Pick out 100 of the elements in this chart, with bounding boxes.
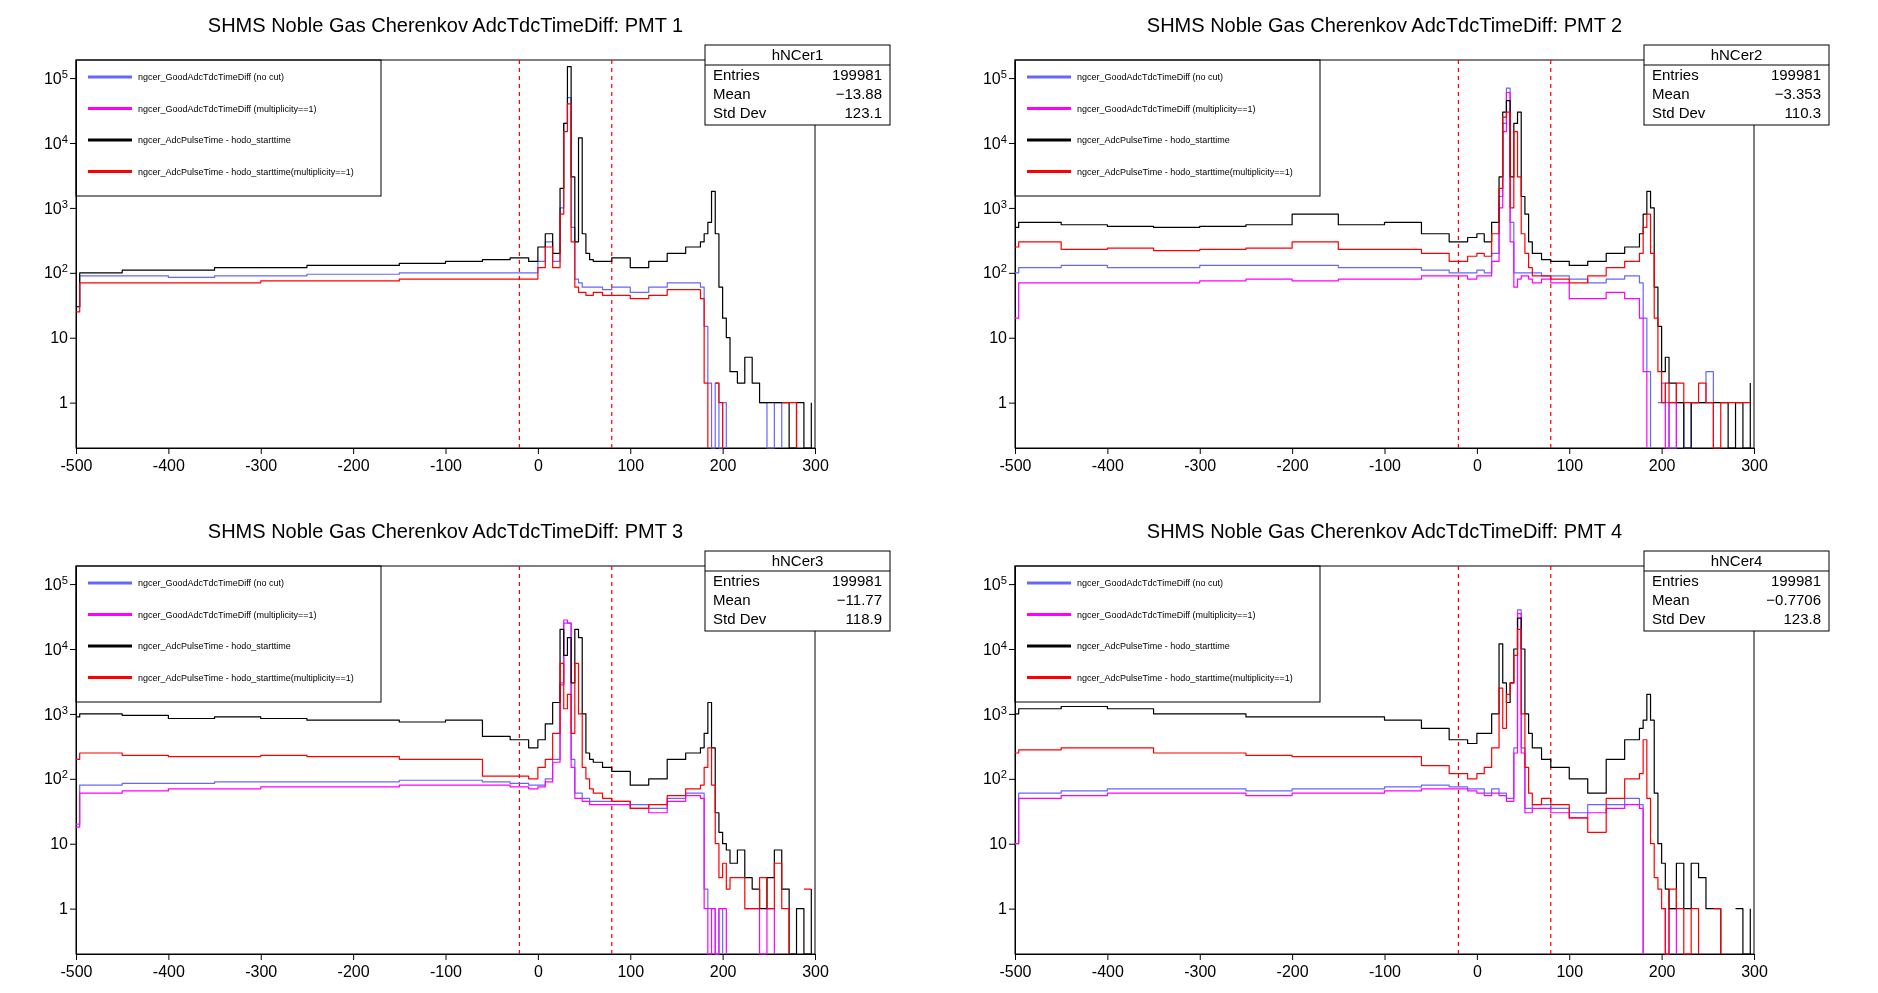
text: −11.77	[836, 591, 882, 608]
annotation: Entries	[1652, 66, 1699, 83]
x-tick-label: -500	[999, 457, 1032, 475]
annotation: hNCer2	[1710, 46, 1763, 63]
y-tick-label: 10$^{4}$	[982, 638, 1007, 658]
x-tick-label: -400	[152, 457, 185, 475]
text: 123.1	[844, 104, 882, 121]
legend-label: ngcer_AdcPulseTime - hodo_starttime	[138, 135, 291, 145]
text: 199981	[1770, 66, 1821, 83]
x-tick-label: 0	[533, 457, 543, 475]
chart-title: SHMS Noble Gas Cherenkov AdcTdcTimeDiff: PMT 2	[1146, 14, 1623, 36]
legend-label: ngcer_GoodAdcTdcTimeDiff (no cut)	[1077, 578, 1224, 588]
x-tick-label: 0	[533, 963, 543, 981]
x-tick-label: -200	[1276, 963, 1309, 981]
x-tick-label: -100	[429, 457, 463, 475]
annotation: Std Dev	[1652, 610, 1706, 627]
x-tick-label: 100	[617, 457, 645, 475]
text: −3.353	[1774, 85, 1821, 102]
x-tick-label: -100	[1368, 457, 1402, 475]
x-tick-label: -100	[429, 963, 463, 981]
y-tick-label: 10$^{3}$	[43, 703, 68, 723]
chart-title: SHMS Noble Gas Cherenkov AdcTdcTimeDiff: PMT 3	[207, 520, 684, 542]
legend-label: ngcer_GoodAdcTdcTimeDiff (multiplicity==1)	[138, 103, 317, 114]
y-tick-label: 10$^{4}$	[43, 638, 68, 658]
annotation: Entries	[713, 572, 760, 589]
annotation: hNCer1	[771, 46, 824, 63]
y-tick-label: 10$^{2}$	[982, 262, 1007, 282]
annotation: Std Dev	[1652, 104, 1706, 121]
legend-label: ngcer_GoodAdcTdcTimeDiff (no cut)	[1077, 72, 1224, 82]
y-tick-label: 10$^{5}$	[43, 573, 68, 593]
annotation: Mean	[713, 591, 751, 608]
x-tick-label: -400	[152, 963, 185, 981]
x-tick-label: 200	[709, 457, 737, 475]
x-tick-label: 200	[1648, 963, 1676, 981]
x-tick-label: -200	[337, 963, 370, 981]
x-tick-label: 100	[617, 963, 645, 981]
text: 199981	[831, 572, 882, 589]
x-tick-label: -200	[337, 457, 370, 475]
text: −13.88	[835, 85, 882, 102]
x-tick-label: -100	[1368, 963, 1402, 981]
legend-label: ngcer_GoodAdcTdcTimeDiff (multiplicity==1)	[1077, 609, 1256, 620]
annotation: hNCer3	[771, 552, 824, 569]
legend-label: ngcer_AdcPulseTime - hodo_starttime	[1077, 641, 1230, 651]
x-tick-label: 300	[1741, 457, 1768, 475]
legend-label: ngcer_AdcPulseTime - hodo_starttime	[138, 641, 291, 651]
text: −0.7706	[1766, 591, 1821, 608]
legend-label: ngcer_AdcPulseTime - hodo_starttime	[1077, 135, 1230, 145]
y-tick-label: 10	[989, 835, 1008, 853]
text: 118.9	[845, 610, 882, 627]
legend-label: ngcer_GoodAdcTdcTimeDiff (no cut)	[138, 578, 285, 588]
y-tick-label: 10$^{5}$	[982, 573, 1007, 593]
x-tick-label: 200	[709, 963, 737, 981]
annotation: Std Dev	[713, 610, 767, 627]
y-tick-label: 10$^{3}$	[43, 197, 68, 217]
y-tick-label: 10$^{2}$	[43, 768, 68, 788]
y-tick-label: 10$^{3}$	[982, 703, 1007, 723]
x-tick-label: -500	[999, 963, 1032, 981]
y-tick-label: 10$^{4}$	[982, 132, 1007, 152]
legend-label: ngcer_AdcPulseTime - hodo_starttime(multiplicity==1)	[138, 166, 354, 177]
annotation: Mean	[1652, 591, 1690, 608]
y-tick-label: 10	[50, 835, 69, 853]
text: 123.8	[1783, 610, 1821, 627]
y-tick-label: 1	[59, 900, 69, 918]
annotation: Entries	[1652, 572, 1699, 589]
y-tick-label: 10$^{5}$	[982, 67, 1007, 87]
legend-label: ngcer_AdcPulseTime - hodo_starttime(multiplicity==1)	[1077, 166, 1293, 177]
x-tick-label: -500	[60, 963, 93, 981]
text: 110.3	[1784, 104, 1821, 121]
x-tick-label: -500	[60, 457, 93, 475]
y-tick-label: 10$^{4}$	[43, 132, 68, 152]
y-tick-label: 10$^{5}$	[43, 67, 68, 87]
y-tick-label: 1	[998, 900, 1008, 918]
annotation: Mean	[1652, 85, 1690, 102]
x-tick-label: 0	[1472, 963, 1482, 981]
legend-label: ngcer_GoodAdcTdcTimeDiff (no cut)	[138, 72, 285, 82]
y-tick-label: 10$^{2}$	[982, 768, 1007, 788]
x-tick-label: -400	[1091, 457, 1124, 475]
legend-label: ngcer_GoodAdcTdcTimeDiff (multiplicity==1)	[138, 609, 317, 620]
chart-title: SHMS Noble Gas Cherenkov AdcTdcTimeDiff: PMT 1	[207, 14, 684, 36]
legend-label: ngcer_GoodAdcTdcTimeDiff (multiplicity==1)	[1077, 103, 1256, 114]
x-tick-label: -300	[1184, 963, 1217, 981]
annotation: Std Dev	[713, 104, 767, 121]
annotation: Entries	[713, 66, 760, 83]
x-tick-label: 100	[1556, 963, 1584, 981]
x-tick-label: 300	[802, 963, 829, 981]
text: 199981	[831, 66, 882, 83]
text: 199981	[1770, 572, 1821, 589]
x-tick-label: -300	[245, 457, 278, 475]
y-tick-label: 10$^{2}$	[43, 262, 68, 282]
x-tick-label: -300	[245, 963, 278, 981]
x-tick-label: 200	[1648, 457, 1676, 475]
legend-label: ngcer_AdcPulseTime - hodo_starttime(multiplicity==1)	[1077, 672, 1293, 683]
annotation: Mean	[713, 85, 751, 102]
x-tick-label: 0	[1472, 457, 1482, 475]
y-tick-label: 10	[50, 329, 69, 347]
chart-title: SHMS Noble Gas Cherenkov AdcTdcTimeDiff: PMT 4	[1146, 520, 1623, 542]
x-tick-label: 300	[802, 457, 829, 475]
x-tick-label: -300	[1184, 457, 1217, 475]
y-tick-label: 1	[998, 394, 1008, 412]
y-tick-label: 10	[989, 329, 1008, 347]
